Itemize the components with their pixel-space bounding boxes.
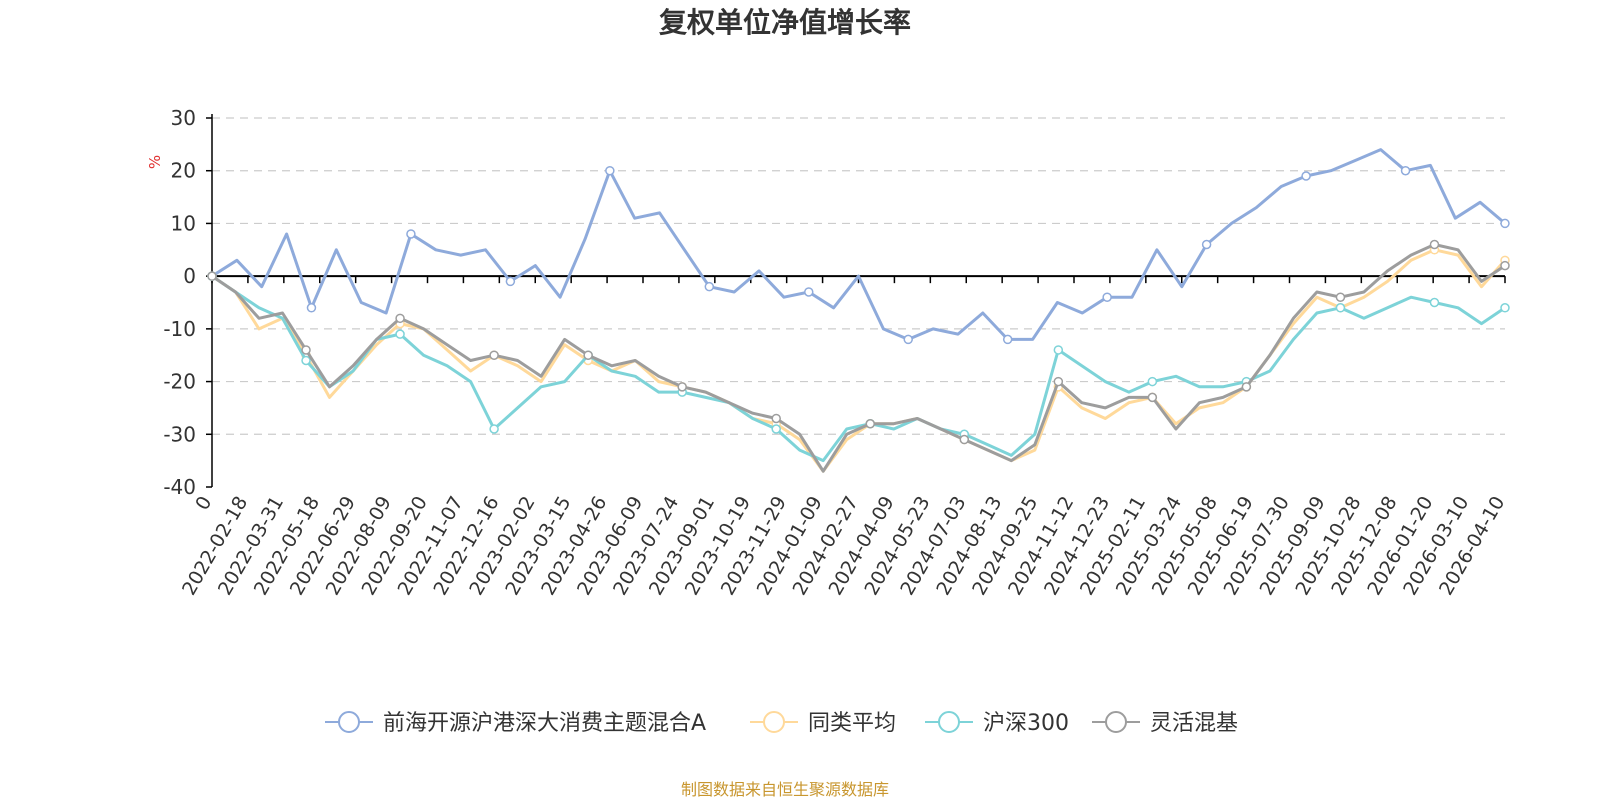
series-point — [605, 165, 615, 176]
data-source: 制图数据来自恒生聚源数据库 — [681, 780, 889, 799]
legend-item[interactable]: 灵活混基 — [1092, 711, 1238, 736]
legend-marker — [338, 711, 360, 733]
series-point — [1053, 345, 1064, 355]
series-point — [1335, 292, 1346, 302]
series-point — [207, 271, 217, 281]
series-line — [211, 148, 1506, 341]
series-point — [1400, 165, 1411, 176]
legend-item[interactable]: 前海开源沪港深大消费主题混合A — [325, 711, 706, 736]
y-tick-label: 10 — [171, 211, 196, 235]
series-point — [959, 434, 970, 445]
series-point — [489, 424, 499, 434]
legend-label: 前海开源沪港深大消费主题混合A — [383, 711, 706, 736]
series-point — [406, 229, 416, 239]
legend-marker — [763, 711, 785, 733]
series-point — [903, 334, 913, 345]
series-point — [489, 350, 499, 360]
y-tick-label: -40 — [163, 475, 196, 499]
series-point — [1002, 334, 1013, 345]
legend-item[interactable]: 同类平均 — [750, 711, 896, 736]
series-point — [1335, 303, 1346, 313]
series-point — [865, 418, 876, 429]
x-tick-label: 0 — [191, 493, 216, 514]
series-point — [1500, 260, 1510, 271]
series-point — [505, 276, 516, 287]
series-group — [207, 148, 1510, 473]
legend-label: 同类平均 — [808, 711, 896, 736]
series-point — [1241, 382, 1252, 392]
legend[interactable]: 前海开源沪港深大消费主题混合A 同类平均 沪深300 灵活混基 — [325, 711, 1238, 736]
series-point — [306, 303, 317, 313]
series-point — [1147, 376, 1158, 387]
series-point — [583, 350, 593, 360]
series-point — [704, 281, 715, 292]
y-tick-label: 20 — [171, 159, 196, 183]
series-line — [211, 274, 1506, 463]
legend-marker — [1105, 711, 1127, 733]
y-tick-label: -30 — [163, 422, 196, 446]
series-point — [1301, 171, 1311, 181]
series-point — [1500, 303, 1510, 313]
y-tick-label: -20 — [163, 370, 196, 394]
series-point — [301, 355, 311, 366]
y-tick-label: 0 — [183, 264, 196, 288]
series-point — [1429, 239, 1440, 250]
series-point — [1102, 292, 1112, 302]
series-point — [677, 382, 687, 392]
series-point — [771, 424, 781, 434]
y-tick-label: -10 — [163, 317, 196, 341]
series-line — [211, 243, 1506, 473]
series-point — [771, 413, 781, 424]
series-point — [1053, 376, 1064, 387]
series-point — [301, 345, 311, 355]
y-tick-label: 30 — [171, 106, 196, 130]
series-point — [395, 313, 405, 324]
legend-marker — [938, 711, 960, 733]
series-point — [1201, 239, 1212, 250]
series-point — [1429, 297, 1440, 308]
legend-label: 灵活混基 — [1150, 711, 1238, 736]
series-point — [1500, 218, 1510, 229]
y-axis: 30 20 10 0 -10 -20 -30 -40 — [163, 106, 213, 499]
y-axis-unit: % — [146, 155, 164, 169]
legend-item[interactable]: 沪深300 — [925, 711, 1069, 736]
series-point — [395, 329, 405, 339]
series-point — [1147, 392, 1158, 403]
grid — [212, 117, 1505, 435]
legend-label: 沪深300 — [983, 711, 1069, 736]
series-point — [804, 287, 814, 297]
chart-title: 复权单位净值增长率 — [659, 6, 911, 39]
